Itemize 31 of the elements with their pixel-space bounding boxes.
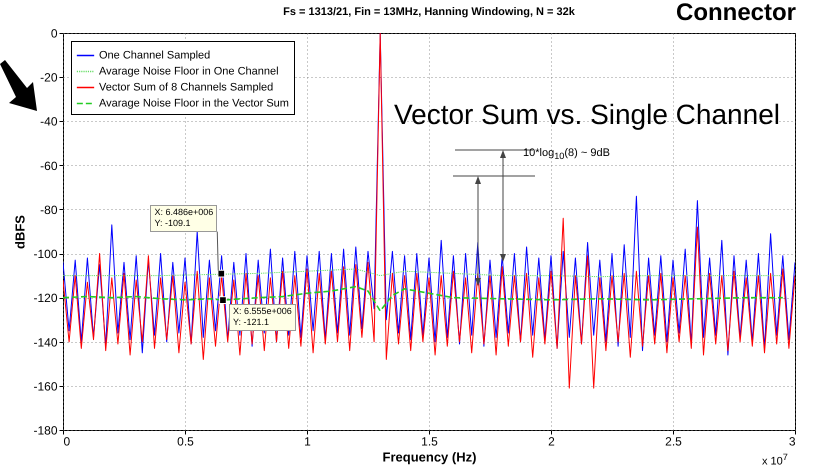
- x-tick-label: 0.5: [177, 434, 194, 448]
- y-tick-label: -100: [33, 247, 58, 262]
- chart-title: Fs = 1313/21, Fin = 13MHz, Hanning Windowing, N = 32k: [283, 6, 576, 18]
- x-tick-label: 2.5: [665, 434, 682, 448]
- annotation: Vector Sum vs. Single Channel: [394, 99, 780, 131]
- y-tick-label: -180: [33, 424, 58, 438]
- y-tick-label: -160: [33, 379, 58, 394]
- x-tick-label: 1.5: [421, 434, 438, 448]
- x-tick-label: 3: [788, 434, 796, 448]
- y-tick-label: -40: [40, 114, 58, 129]
- y-tick-label: -60: [40, 158, 58, 173]
- legend-label: Avarage Noise Floor in One Channel: [99, 66, 279, 78]
- legend-label: Avarage Noise Floor in the Vector Sum: [99, 98, 289, 110]
- y-tick-label: -80: [40, 202, 58, 217]
- legend-label: One Channel Sampled: [99, 50, 210, 62]
- y-axis-title: dBFS: [12, 214, 28, 249]
- y-tick-label: -140: [33, 335, 58, 350]
- annotation: 10*log$_{10}$(8) ~ 9dB: [523, 147, 610, 162]
- x-tick-label: 0: [64, 434, 70, 448]
- x-tick-label: 1: [304, 434, 312, 448]
- y-tick-label: 0: [50, 26, 58, 40]
- y-tick-label: -120: [33, 291, 58, 306]
- line-series: [63, 268, 784, 278]
- x-axis-title: Frequency (Hz): [382, 450, 476, 464]
- text: Connector: [676, 0, 796, 26]
- x-tick-label: 2: [548, 434, 556, 448]
- y-tick-label: -20: [40, 70, 58, 85]
- annotation: X: 6.555e+006 Y: -121.1: [228, 304, 296, 331]
- annotation: X: 6.486e+006 Y: -109.1: [150, 205, 218, 232]
- text: x 10$^{7}$: [762, 452, 788, 468]
- legend-label: Vector Sum of 8 Channels Sampled: [99, 82, 274, 94]
